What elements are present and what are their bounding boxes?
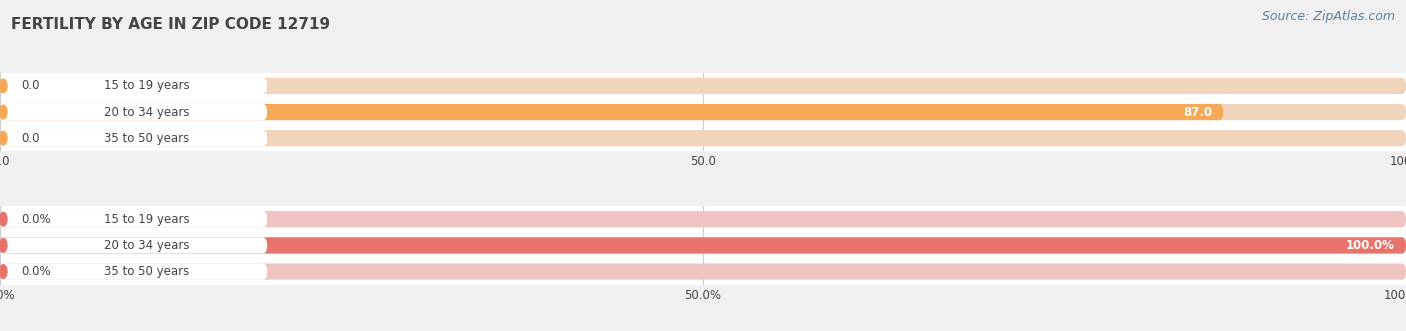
- FancyBboxPatch shape: [0, 211, 267, 227]
- Text: 100.0%: 100.0%: [1346, 239, 1395, 252]
- Text: 20 to 34 years: 20 to 34 years: [104, 239, 190, 252]
- Text: 35 to 50 years: 35 to 50 years: [104, 265, 190, 278]
- Circle shape: [0, 213, 7, 226]
- FancyBboxPatch shape: [0, 237, 267, 254]
- Bar: [0, 259, 1406, 285]
- Circle shape: [0, 79, 7, 93]
- Text: 20 to 34 years: 20 to 34 years: [104, 106, 190, 118]
- FancyBboxPatch shape: [0, 104, 1406, 120]
- FancyBboxPatch shape: [0, 237, 1406, 254]
- Text: 15 to 19 years: 15 to 19 years: [104, 213, 190, 226]
- Circle shape: [0, 265, 7, 278]
- FancyBboxPatch shape: [0, 104, 1223, 120]
- FancyBboxPatch shape: [0, 78, 1406, 94]
- FancyBboxPatch shape: [0, 130, 1406, 146]
- Text: 0.0%: 0.0%: [21, 213, 51, 226]
- Bar: [0, 125, 1406, 151]
- Bar: [0, 206, 1406, 232]
- FancyBboxPatch shape: [0, 130, 267, 146]
- Text: 15 to 19 years: 15 to 19 years: [104, 79, 190, 92]
- Text: Source: ZipAtlas.com: Source: ZipAtlas.com: [1261, 10, 1395, 23]
- FancyBboxPatch shape: [0, 263, 1406, 280]
- Text: 35 to 50 years: 35 to 50 years: [104, 132, 190, 145]
- Circle shape: [0, 239, 7, 252]
- Circle shape: [0, 105, 7, 119]
- FancyBboxPatch shape: [0, 78, 267, 94]
- Text: FERTILITY BY AGE IN ZIP CODE 12719: FERTILITY BY AGE IN ZIP CODE 12719: [11, 17, 330, 31]
- Bar: [0, 232, 1406, 259]
- Text: 0.0: 0.0: [21, 79, 39, 92]
- Bar: [0, 99, 1406, 125]
- FancyBboxPatch shape: [0, 237, 1406, 254]
- Text: 0.0: 0.0: [21, 132, 39, 145]
- Text: 87.0: 87.0: [1182, 106, 1212, 118]
- FancyBboxPatch shape: [0, 211, 1406, 227]
- Circle shape: [0, 131, 7, 145]
- FancyBboxPatch shape: [0, 263, 267, 280]
- Text: 0.0%: 0.0%: [21, 265, 51, 278]
- Bar: [0, 73, 1406, 99]
- FancyBboxPatch shape: [0, 104, 267, 120]
